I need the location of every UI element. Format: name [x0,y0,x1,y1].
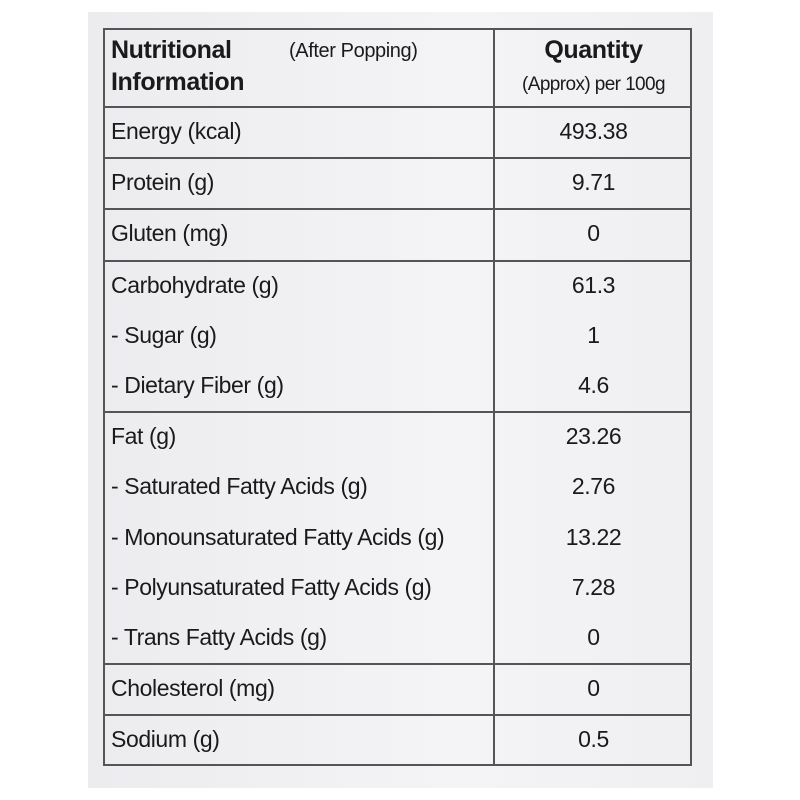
header-note: (After Popping) [289,40,418,62]
header-title: Information [111,68,245,96]
nutrient-value: 493.38 [559,118,628,144]
row-border [105,663,690,666]
nutrient-value: 9.71 [571,169,616,196]
label-panel [88,12,713,788]
nutrient-value: 0 [587,675,600,702]
header-title: Nutritional [111,36,232,64]
nutrient-value: 2.76 [571,473,616,500]
nutrient-label: Gluten (mg) [111,220,229,247]
nutrition-table: Nutritional Information (After Popping) … [103,28,692,766]
nutrient-label: - Monounsaturated Fatty Acids (g) [111,523,445,550]
row-border [105,714,690,717]
nutrient-label: - Sugar (g) [111,321,217,348]
nutrient-value: 7.28 [571,573,616,600]
row-border [105,157,690,160]
nutrient-value: 23.26 [565,423,622,450]
nutrient-label: - Dietary Fiber (g) [111,372,284,398]
nutrient-label: Sodium (g) [111,726,220,753]
nutrient-label: Energy (kcal) [111,118,242,144]
nutrient-value: 1 [587,321,600,348]
row-border [105,411,690,414]
quantity-header: Quantity [544,36,643,64]
nutrient-value: 0 [587,624,600,650]
nutrient-label: Fat (g) [111,423,176,450]
nutrient-label: - Saturated Fatty Acids (g) [111,473,368,500]
column-divider [493,30,495,764]
row-border [105,259,690,262]
row-border [105,208,690,211]
nutrient-label: Cholesterol (mg) [111,675,275,702]
nutrient-label: - Trans Fatty Acids (g) [111,624,327,650]
row-border [105,106,690,108]
nutrient-label: Protein (g) [111,169,214,196]
nutrient-value: 13.22 [565,523,622,550]
nutrient-value: 0 [587,220,600,247]
nutrient-value: 4.6 [578,372,609,398]
nutrient-label: Carbohydrate (g) [111,271,279,298]
nutrient-value: 0.5 [578,726,609,753]
nutrient-label: - Polyunsaturated Fatty Acids (g) [111,573,432,600]
quantity-note: (Approx) per 100g [522,74,666,95]
nutrient-value: 61.3 [571,271,616,298]
